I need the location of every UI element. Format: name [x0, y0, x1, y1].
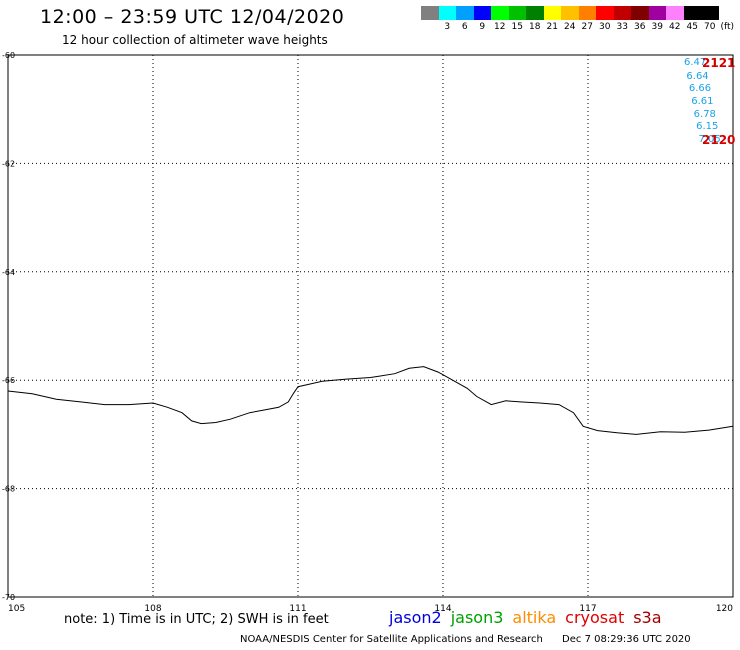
plot-frame [7, 54, 734, 598]
legend-label: 24 [564, 22, 576, 32]
x-tick-label: 105 [8, 604, 25, 614]
legend-swatch [666, 6, 684, 20]
legend-label: 45 [686, 22, 698, 32]
satellite-legend: jason2 jason3 altika cryosat s3a [389, 608, 671, 627]
legend-swatch [421, 6, 439, 20]
legend-label: 15 [511, 22, 523, 32]
color-legend: 3 6 9 12 15 18 21 24 27 30 33 36 39 42 45 70 (ft) [421, 6, 734, 32]
legend-swatch [648, 6, 666, 20]
legend-label: 9 [479, 22, 486, 32]
legend-swatch [473, 6, 491, 20]
y-tick-label: -68 [2, 485, 15, 494]
legend-swatch [613, 6, 631, 20]
x-tick-label: 117 [579, 604, 596, 614]
legend-label: 18 [529, 22, 541, 32]
x-tick-label: 120 [716, 604, 733, 614]
wave-height-value: 6.61 [691, 96, 714, 108]
generated-timestamp: Dec 7 08:29:36 UTC 2020 [562, 634, 691, 645]
y-tick-label: -62 [2, 159, 15, 168]
satellite-jason3: jason3 [450, 608, 504, 627]
credit-text: NOAA/NESDIS Center for Satellite Applica… [240, 634, 543, 645]
legend-label: 42 [669, 22, 681, 32]
legend-swatch [701, 6, 719, 20]
legend-label: 21 [546, 22, 558, 32]
legend-swatch [561, 6, 579, 20]
wave-height-value: 6.64 [686, 70, 709, 82]
y-tick-label: -64 [2, 268, 15, 277]
chart-title: 12:00 – 23:59 UTC 12/04/2020 [40, 6, 345, 28]
wave-height-value: 6.15 [696, 121, 719, 133]
y-tick-label: -66 [2, 376, 15, 385]
legend-label: 30 [599, 22, 611, 32]
legend-swatch [491, 6, 509, 20]
satellite-s3a: s3a [633, 608, 662, 627]
satellite-jason2: jason2 [389, 608, 442, 627]
wave-height-value: 6.78 [693, 108, 716, 120]
y-tick-label: -70 [2, 593, 15, 602]
chart-subtitle: 12 hour collection of altimeter wave hei… [62, 33, 328, 47]
legend-swatch [526, 6, 544, 20]
legend-swatch [543, 6, 561, 20]
legend-swatch [438, 6, 456, 20]
pass-label: 2120 [702, 133, 736, 148]
y-tick-label: -60 [2, 51, 15, 60]
satellite-altika: altika [512, 608, 557, 627]
x-tick-label: 114 [434, 604, 451, 614]
legend-label: 70 [704, 22, 716, 32]
satellite-cryosat: cryosat [565, 608, 625, 627]
x-tick-label: 108 [144, 604, 161, 614]
legend-label: 3 [444, 22, 451, 32]
legend-swatch [578, 6, 596, 20]
footer-credit-line: NOAA/NESDIS Center for Satellite Applica… [240, 634, 691, 645]
legend-label: 33 [616, 22, 628, 32]
wave-height-value: 6.66 [688, 83, 712, 95]
wave-height-value: 7.05 [698, 134, 721, 146]
legend-swatch [683, 6, 701, 20]
wave-height-value: 6.47 [684, 57, 707, 69]
x-tick-label: 111 [289, 604, 306, 614]
legend-label: 12 [494, 22, 506, 32]
legend-swatch [596, 6, 614, 20]
legend-label: 39 [651, 22, 663, 32]
legend-swatch [456, 6, 474, 20]
legend-labels: 3 6 9 12 15 18 21 24 27 30 33 36 39 42 45 70 (ft) [421, 22, 740, 36]
legend-swatch [508, 6, 526, 20]
legend-unit: (ft) [720, 22, 735, 32]
legend-swatch [631, 6, 649, 20]
legend-label: 36 [634, 22, 646, 32]
legend-label: 27 [581, 22, 593, 32]
legend-label: 6 [461, 22, 468, 32]
coastline [7, 366, 734, 435]
legend-swatches [421, 6, 719, 20]
footer-note: note: 1) Time is in UTC; 2) SWH is in fe… [64, 612, 329, 627]
pass-label: 2121 [702, 56, 736, 71]
